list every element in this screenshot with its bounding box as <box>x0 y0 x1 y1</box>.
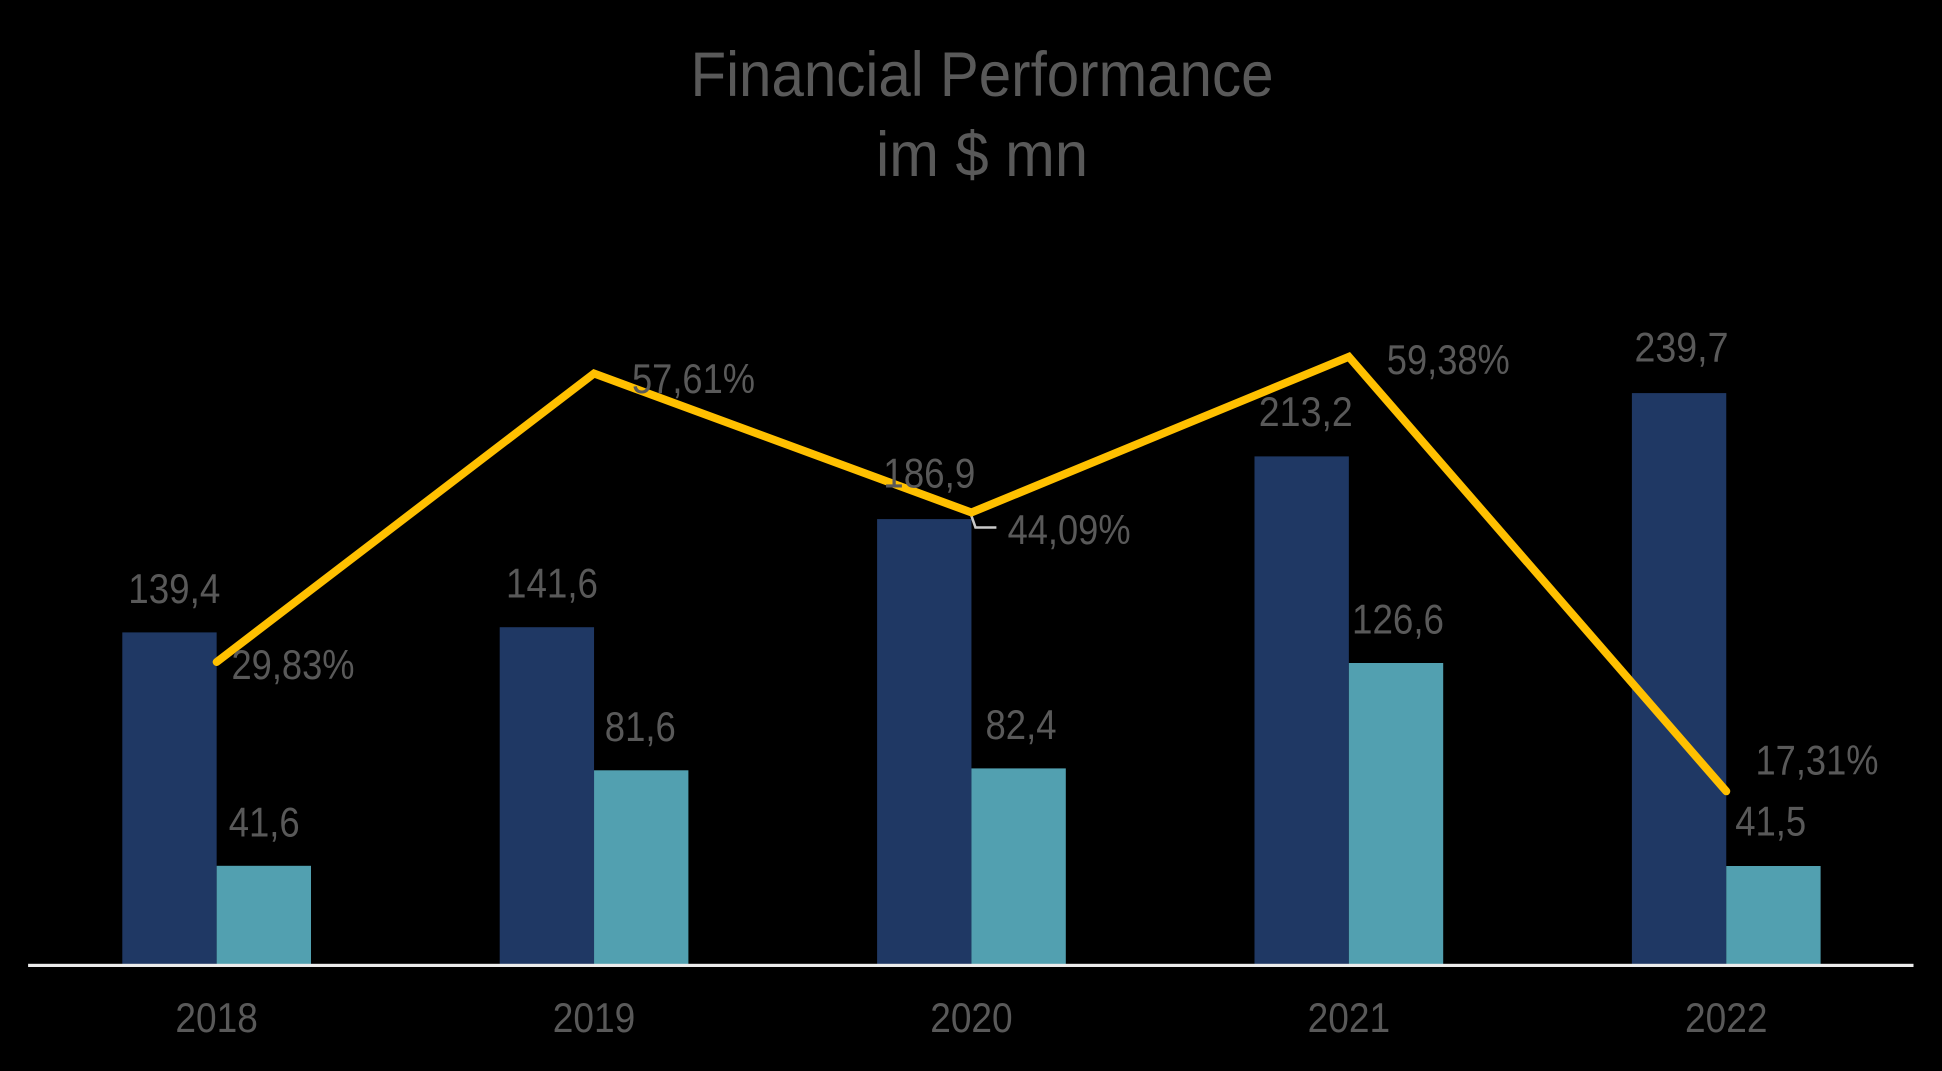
svg-text:41,6: 41,6 <box>229 798 300 845</box>
svg-text:41,5: 41,5 <box>1735 797 1806 844</box>
svg-text:im $ mn: im $ mn <box>876 120 1088 190</box>
svg-text:141,6: 141,6 <box>506 560 598 607</box>
svg-text:57,61%: 57,61% <box>632 355 755 402</box>
svg-text:29,83%: 29,83% <box>232 641 355 688</box>
svg-text:82,4: 82,4 <box>986 701 1057 748</box>
svg-text:2020: 2020 <box>930 994 1013 1041</box>
svg-text:239,7: 239,7 <box>1635 324 1729 371</box>
svg-text:126,6: 126,6 <box>1352 596 1444 643</box>
svg-text:2019: 2019 <box>553 994 636 1041</box>
svg-text:213,2: 213,2 <box>1259 388 1353 435</box>
svg-text:59,38%: 59,38% <box>1387 336 1510 383</box>
svg-text:2021: 2021 <box>1308 994 1391 1041</box>
svg-text:186,9: 186,9 <box>883 450 975 497</box>
svg-text:81,6: 81,6 <box>605 703 676 750</box>
svg-text:2018: 2018 <box>175 994 258 1041</box>
svg-text:44,09%: 44,09% <box>1008 506 1131 553</box>
svg-text:Financial Performance: Financial Performance <box>691 40 1274 110</box>
svg-text:139,4: 139,4 <box>128 565 220 612</box>
svg-text:2022: 2022 <box>1685 994 1768 1041</box>
svg-text:17,31%: 17,31% <box>1756 736 1879 783</box>
